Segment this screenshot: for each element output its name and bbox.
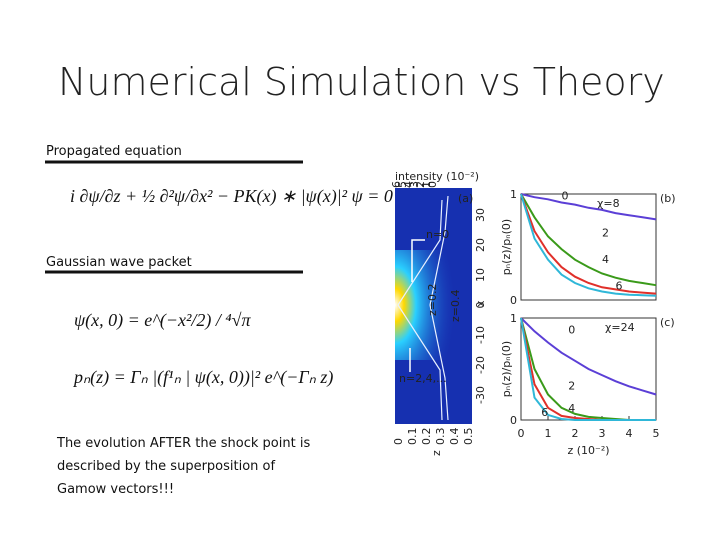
- panel-tag: (a): [458, 192, 473, 205]
- y-axis-label: pₙ(z)/pₙ(0): [500, 219, 513, 275]
- annotation: z=0.2: [426, 284, 439, 316]
- equation: pₙ(z) = Γₙ |(f¹ₙ | ψ(x, 0))|² e^(−Γₙ z): [72, 367, 333, 388]
- section-heading: Propagated equation: [46, 144, 182, 159]
- note-line: described by the superposition of: [57, 459, 275, 474]
- curve-label: 2: [568, 379, 575, 392]
- curve: [520, 193, 657, 287]
- x-axis-label: x: [474, 300, 487, 307]
- slide-title: Numerical Simulation vs Theory: [58, 60, 665, 104]
- z-tick-label: 0.5: [462, 428, 475, 446]
- chi-label: χ=8: [597, 197, 620, 210]
- z-axis-label: z: [430, 450, 443, 456]
- curve-label: 4: [568, 402, 575, 415]
- colorbar-tick-label: 1: [420, 181, 433, 188]
- x-tick-label: 10: [474, 268, 487, 282]
- x-tick-label: 30: [474, 208, 487, 222]
- x-tick-label: -20: [474, 356, 487, 374]
- y-tick-label: 0: [510, 414, 517, 427]
- note-line: Gamow vectors!!!: [57, 482, 174, 497]
- curve: [520, 317, 657, 396]
- annotation: n=2,4,...: [399, 372, 447, 385]
- annotation: n=0: [426, 228, 449, 241]
- x-axis-label: z (10⁻²): [567, 444, 609, 457]
- x-tick-label: 1: [545, 427, 552, 440]
- colorbar-tick-label: 4: [402, 181, 415, 188]
- curve: [520, 193, 657, 297]
- z-tick-label: 0.2: [420, 428, 433, 446]
- chi-label: χ=24: [605, 321, 635, 334]
- x-tick-label: 20: [474, 238, 487, 252]
- intensity-core: [395, 250, 455, 360]
- y-axis-label: pₙ(z)/pₙ(0): [500, 341, 513, 397]
- x-tick-label: 4: [626, 427, 633, 440]
- colorbar-label: intensity (10⁻²): [395, 170, 479, 183]
- colorbar-tick-label: 5: [396, 181, 409, 188]
- x-tick-label: 5: [653, 427, 660, 440]
- y-tick-label: 1: [510, 312, 517, 325]
- z-tick-label: 0.3: [434, 428, 447, 446]
- curve: [520, 317, 656, 421]
- note-line: The evolution AFTER the shock point is: [56, 436, 310, 451]
- z-tick-label: 0.1: [406, 428, 419, 446]
- x-tick-label: 0: [518, 427, 525, 440]
- arrow: [411, 239, 425, 282]
- colorbar-tick-label: 6: [390, 181, 403, 188]
- curve-label: 0: [562, 189, 569, 202]
- y-tick-label: 0: [510, 294, 517, 307]
- x-tick-label: 3: [599, 427, 606, 440]
- section-heading: Gaussian wave packet: [46, 255, 192, 270]
- curve-label: 0: [568, 323, 575, 336]
- colorbar-tick-label: 2: [414, 181, 427, 188]
- equation: ψ(x, 0) = e^(−x²/2) / ⁴√π: [74, 310, 252, 331]
- x-tick-label: -30: [474, 386, 487, 404]
- panel-tag: (c): [660, 316, 675, 329]
- panel-tag: (b): [660, 192, 676, 205]
- curve: [520, 193, 657, 221]
- annotation: z=0.4: [449, 290, 462, 322]
- colorbar-tick-label: 0: [426, 181, 439, 188]
- y-tick-label: 1: [510, 188, 517, 201]
- curve-label: 2: [602, 226, 609, 239]
- z-tick-label: 0: [392, 438, 405, 445]
- equation: i ∂ψ/∂z + ½ ∂²ψ/∂x² − PK(x) ∗ |ψ(x)|² ψ …: [70, 186, 393, 207]
- x-tick-label: 0: [474, 302, 487, 309]
- colorbar-tick-label: 3: [408, 181, 421, 188]
- x-tick-label: 2: [572, 427, 579, 440]
- curve-label: 6: [541, 406, 548, 419]
- x-tick-label: -10: [474, 326, 487, 344]
- plot-frame: [520, 193, 657, 301]
- curve-label: 6: [616, 279, 623, 292]
- z-tick-label: 0.4: [448, 428, 461, 446]
- wavefront: [397, 195, 449, 421]
- curve: [520, 193, 657, 295]
- curve-label: 4: [602, 253, 609, 266]
